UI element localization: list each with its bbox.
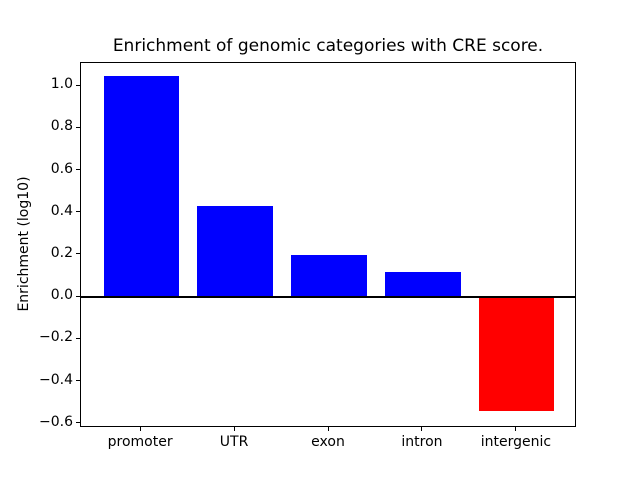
y-tick-mark [76,337,80,339]
x-tick-label-intron: intron [401,434,443,450]
y-tick-label: 1.0 [50,76,73,93]
y-tick-mark [76,295,80,297]
y-axis-label-text: Enrichment (log10) [16,176,32,312]
x-tick-label-UTR: UTR [219,434,249,450]
y-tick-mark [76,211,80,213]
chart-title: Enrichment of genomic categories with CR… [112,36,544,56]
y-tick-label: 0.0 [50,287,73,304]
x-tick-mark [139,427,141,431]
y-tick-label: 0.2 [50,244,73,261]
y-tick-label: −0.2 [39,329,73,346]
y-tick-mark [76,169,80,171]
y-tick-mark [76,253,80,255]
y-tick-mark [76,126,80,128]
bar-promoter [103,75,179,298]
bar-exon [291,254,367,298]
y-tick-label: 0.8 [50,118,73,135]
y-tick-label: −0.6 [39,413,73,430]
bar-intron [385,271,461,298]
x-tick-mark [515,427,517,431]
zero-line [81,296,575,299]
bar-intergenic [479,297,555,412]
x-tick-mark [233,427,235,431]
y-tick-mark [76,84,80,86]
y-tick-label: 0.4 [50,202,73,219]
y-tick-label: 0.6 [50,160,73,177]
x-tick-label-intergenic: intergenic [480,434,552,450]
x-tick-label-exon: exon [311,434,345,450]
y-tick-mark [76,380,80,382]
x-tick-mark [421,427,423,431]
x-tick-label-promoter: promoter [107,434,173,450]
y-tick-label: −0.4 [39,371,73,388]
x-tick-mark [327,427,329,431]
plot-area [80,62,576,427]
y-tick-mark [76,422,80,424]
bar-UTR [197,206,273,298]
